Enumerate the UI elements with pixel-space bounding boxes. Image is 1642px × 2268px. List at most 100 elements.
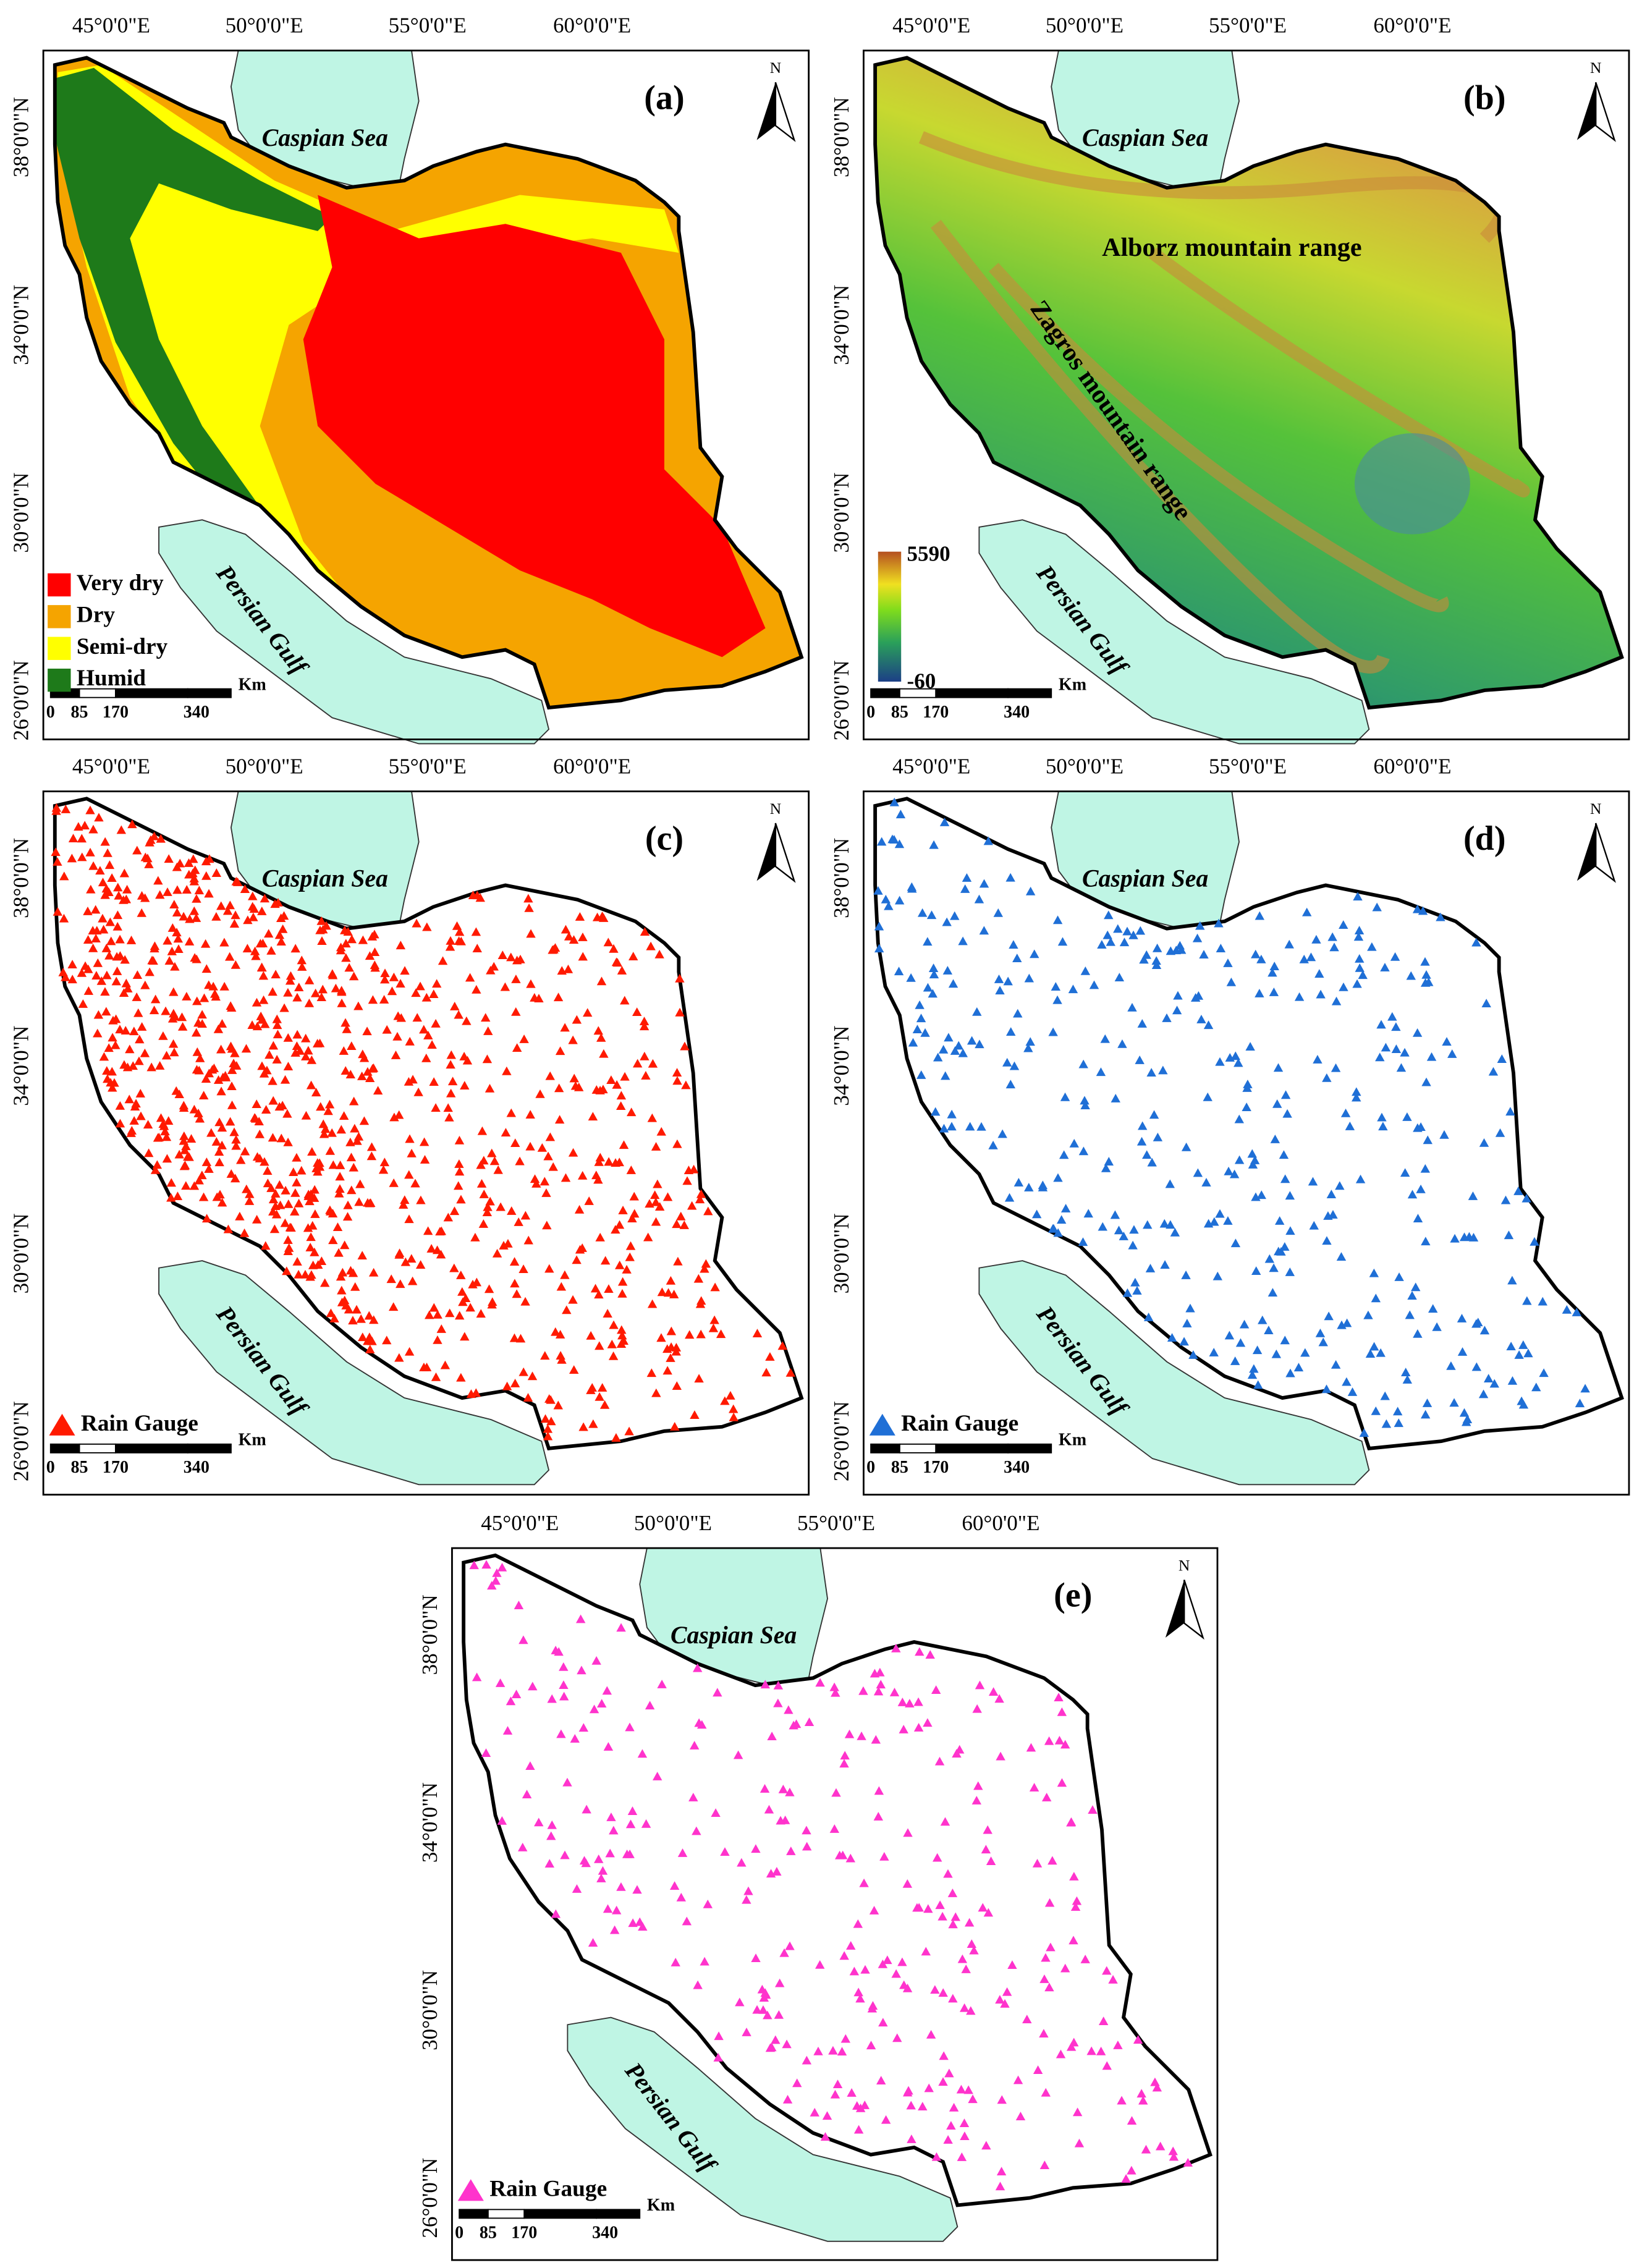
- rain-gauge-point: [436, 1226, 447, 1235]
- rain-gauge-point: [229, 919, 240, 928]
- rain-gauge-point: [1022, 2015, 1032, 2023]
- rain-gauge-point: [1401, 1368, 1411, 1377]
- rain-gauge-point: [99, 1052, 109, 1061]
- rain-gauge-point: [112, 921, 122, 931]
- rain-gauge-point: [1039, 2160, 1050, 2170]
- rain-gauge-point: [1315, 1328, 1326, 1337]
- rain-gauge-point: [214, 1117, 224, 1127]
- rain-gauge-point: [1141, 2144, 1151, 2154]
- rain-gauge-point: [578, 933, 588, 941]
- rain-gauge-point: [255, 1153, 265, 1162]
- rain-gauge-point: [454, 1311, 465, 1320]
- rain-gauge-point: [671, 1957, 680, 1966]
- rain-gauge-point: [308, 1260, 318, 1269]
- rain-gauge-point: [1083, 1209, 1093, 1218]
- rain-gauge-point: [408, 1075, 418, 1084]
- latitude-label: 26°0'0"N: [9, 660, 33, 740]
- rain-gauge-point: [603, 1742, 614, 1751]
- panel-label: (c): [645, 819, 683, 858]
- latitude-label: 38°0'0"N: [9, 838, 33, 918]
- rain-gauge-point: [335, 1172, 345, 1181]
- rain-gauge-point: [688, 1792, 698, 1801]
- rain-gauge-point: [67, 960, 77, 968]
- rain-gauge-point: [481, 1560, 491, 1569]
- rain-gauge-point: [282, 1109, 292, 1118]
- scale-bar-label: 85: [71, 1458, 88, 1477]
- rain-gauge-point: [1005, 1080, 1016, 1089]
- rain-gauge-point: [547, 1694, 557, 1703]
- rain-gauge-point: [1339, 920, 1348, 929]
- rain-gauge-point: [1039, 2029, 1049, 2038]
- rain-gauge-point: [617, 1288, 627, 1298]
- rain-gauge-point: [106, 936, 116, 946]
- rain-gauge-point: [852, 2101, 862, 2110]
- scale-bar-label: 170: [923, 1458, 949, 1477]
- rain-gauge-point: [598, 1085, 608, 1094]
- rain-gauge-point: [568, 1148, 578, 1157]
- land-fill: [463, 1555, 1211, 2206]
- legend-label: Rain Gauge: [901, 1411, 1018, 1436]
- rain-gauge-point: [201, 1214, 212, 1223]
- rain-gauge-point: [1318, 1337, 1328, 1347]
- rain-gauge-point: [651, 1142, 661, 1151]
- rain-gauge-point: [1420, 1410, 1431, 1419]
- rain-gauge-point: [534, 1817, 544, 1827]
- rain-gauge-point: [424, 1310, 434, 1319]
- rain-gauge-point: [1479, 1326, 1490, 1335]
- rain-gauge-point: [126, 1128, 136, 1137]
- rain-gauge-point: [969, 1945, 979, 1955]
- rain-gauge-point: [387, 986, 397, 996]
- rain-gauge-point: [625, 1241, 636, 1250]
- rain-gauge-point: [150, 1165, 161, 1174]
- rain-gauge-point: [1420, 1164, 1431, 1173]
- rain-gauge-point: [1413, 1214, 1423, 1222]
- rain-gauge-point: [77, 852, 87, 861]
- rain-gauge-point: [1078, 1237, 1088, 1246]
- rain-gauge-point: [713, 2052, 723, 2062]
- rain-gauge-point: [1380, 963, 1390, 971]
- rain-gauge-point: [100, 837, 110, 846]
- rain-gauge-point: [1481, 999, 1491, 1008]
- rain-gauge-point: [1041, 1953, 1051, 1962]
- rain-gauge-point: [284, 1199, 294, 1208]
- rain-gauge-point: [1459, 1408, 1470, 1417]
- rain-gauge-point: [169, 900, 179, 908]
- rain-gauge-point: [932, 1853, 942, 1862]
- rain-gauge-point: [997, 1129, 1007, 1138]
- legend-label: Humid: [77, 666, 146, 691]
- rain-gauge-point: [1294, 992, 1305, 1001]
- rain-gauge-point: [1119, 937, 1130, 947]
- rain-gauge-point: [280, 1075, 290, 1084]
- rain-gauge-point: [280, 1218, 290, 1227]
- rain-gauge-point: [1078, 1059, 1088, 1068]
- rain-gauge-point: [126, 935, 137, 944]
- rain-gauge-point: [312, 1039, 323, 1047]
- rain-gauge-point: [933, 1052, 943, 1062]
- rain-gauge-point: [767, 2042, 777, 2052]
- rain-gauge-point: [1513, 1187, 1523, 1195]
- rain-gauge-point: [67, 975, 77, 984]
- rain-gauge-point: [334, 1188, 344, 1198]
- rain-gauge-point: [382, 1025, 392, 1034]
- rain-gauge-point: [1306, 952, 1316, 962]
- rain-gauge-point: [572, 1015, 582, 1024]
- rain-gauge-point: [1500, 1195, 1511, 1204]
- rain-gauge-point: [365, 1073, 375, 1082]
- rain-gauge-point: [520, 1297, 530, 1306]
- rain-gauge-point: [182, 991, 192, 1001]
- rain-gauge-point: [957, 2152, 967, 2161]
- rain-gauge-point: [1104, 910, 1114, 920]
- rain-gauge-point: [1007, 1960, 1017, 1970]
- rain-gauge-point: [937, 1911, 947, 1921]
- rain-gauge-point: [1122, 1288, 1133, 1297]
- rain-gauge-point: [518, 1264, 528, 1273]
- rain-gauge-point: [175, 858, 185, 868]
- rain-gauge-point: [407, 1254, 417, 1263]
- rain-gauge-point: [1110, 1210, 1120, 1219]
- rain-gauge-point: [431, 1372, 441, 1381]
- rain-gauge-point: [653, 1179, 662, 1188]
- rain-gauge-point: [832, 2080, 843, 2089]
- rain-gauge-point: [720, 1396, 730, 1405]
- rain-gauge-point: [167, 923, 178, 932]
